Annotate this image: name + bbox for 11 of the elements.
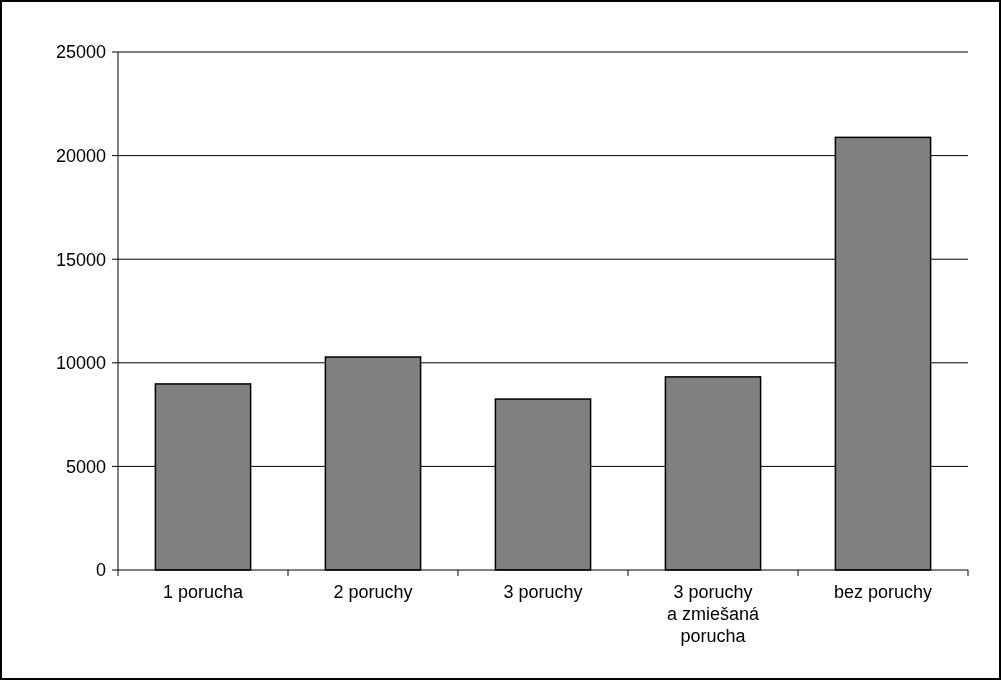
y-tick-label: 25000 — [55, 42, 106, 63]
x-tick-label: bez poruchy — [833, 582, 933, 602]
y-tick-label: 0 — [95, 560, 106, 581]
x-tick-label: 3 poruchy a zmiešaná porucha — [666, 582, 761, 646]
x-tick-label: 2 poruchy — [333, 582, 413, 602]
y-tick-label: 20000 — [55, 145, 106, 166]
x-tick-label: 3 poruchy — [503, 582, 583, 602]
x-tick-label: 1 porucha — [162, 582, 245, 602]
y-tick-label: 10000 — [55, 353, 106, 374]
y-tick-label: 15000 — [55, 249, 106, 270]
y-tick-label: 5000 — [65, 456, 106, 477]
